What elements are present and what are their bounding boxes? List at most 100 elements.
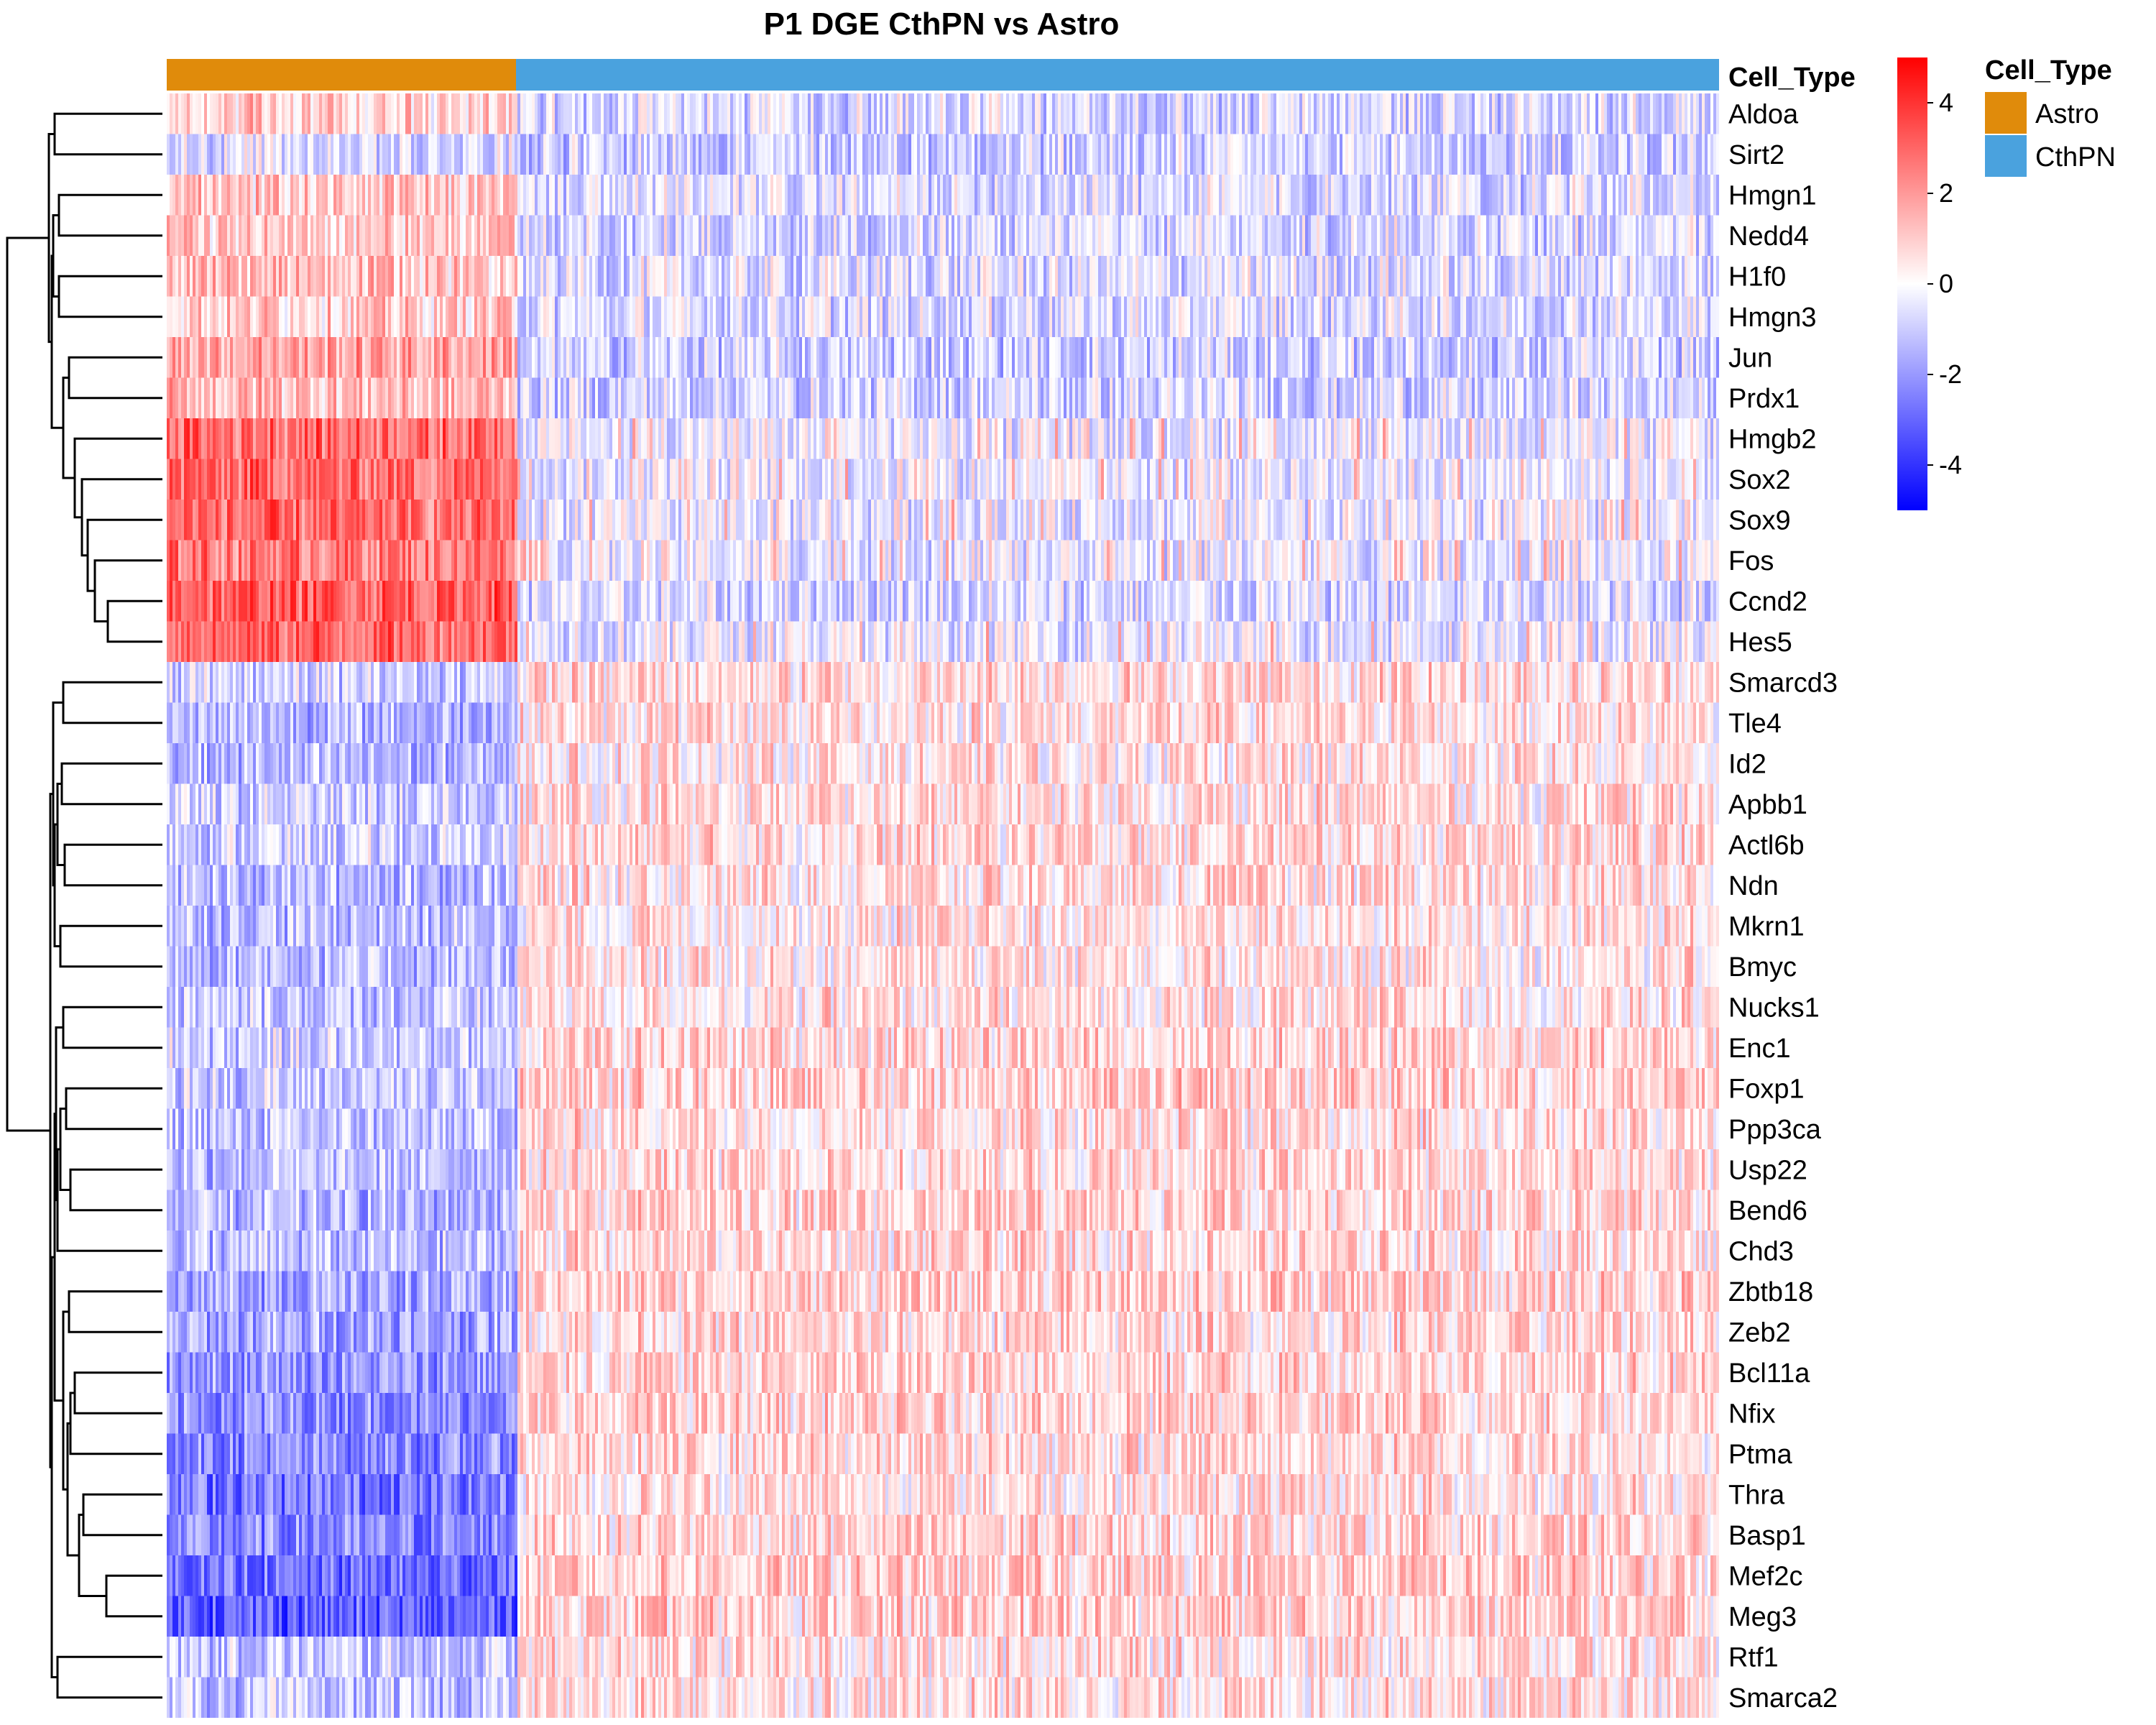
heatmap-cell <box>333 175 337 216</box>
heatmap-cell <box>1613 256 1616 298</box>
heatmap-cell <box>1248 377 1251 419</box>
heatmap-cell <box>362 418 366 460</box>
heatmap-cell <box>454 418 458 460</box>
heatmap-cell <box>750 377 754 419</box>
heatmap-cell <box>917 296 921 338</box>
heatmap-cell <box>949 296 952 338</box>
heatmap-cell <box>250 337 254 379</box>
heatmap-cell <box>750 215 754 257</box>
heatmap-cell <box>816 296 820 338</box>
heatmap-cell <box>448 377 452 419</box>
heatmap-cell <box>420 256 423 298</box>
heatmap-cell <box>1184 418 1188 460</box>
heatmap-cell <box>313 134 317 175</box>
heatmap-cell <box>1544 377 1547 419</box>
heatmap-cell <box>624 418 627 460</box>
heatmap-cell <box>1006 418 1010 460</box>
heatmap-cell <box>816 377 820 419</box>
heatmap-cell <box>1391 337 1395 379</box>
heatmap-cell <box>1670 215 1674 257</box>
heatmap-cell <box>1702 215 1705 257</box>
heatmap-cell <box>193 134 196 175</box>
heatmap-cell <box>506 377 510 419</box>
heatmap-cell <box>1400 418 1404 460</box>
heatmap-cell <box>279 459 282 500</box>
heatmap-cell <box>1141 418 1145 460</box>
heatmap-cell <box>221 418 225 460</box>
heatmap-cell <box>1518 175 1521 216</box>
heatmap-cell <box>543 215 547 257</box>
heatmap-cell <box>1167 296 1171 338</box>
heatmap-cell <box>1394 337 1398 379</box>
heatmap-cell <box>736 418 740 460</box>
heatmap-cell <box>1391 418 1395 460</box>
heatmap-cell <box>218 459 222 500</box>
heatmap-cell <box>724 175 728 216</box>
heatmap-cell <box>417 377 420 419</box>
heatmap-cell <box>1503 93 1507 135</box>
heatmap-cell <box>1460 256 1464 298</box>
heatmap-cell <box>589 134 593 175</box>
heatmap-cell <box>365 134 369 175</box>
heatmap-cell <box>857 418 860 460</box>
heatmap-cell <box>1296 377 1300 419</box>
heatmap-cell <box>650 418 653 460</box>
heatmap-cell <box>719 418 722 460</box>
heatmap-cell <box>385 296 389 338</box>
heatmap-cell <box>1365 215 1369 257</box>
heatmap-cell <box>831 377 834 419</box>
heatmap-cell <box>756 93 760 135</box>
heatmap-cell <box>1406 175 1409 216</box>
heatmap-cell <box>1167 418 1171 460</box>
heatmap-cell <box>716 93 719 135</box>
heatmap-cell <box>880 215 883 257</box>
heatmap-cell <box>1690 175 1694 216</box>
heatmap-cell <box>204 256 208 298</box>
heatmap-cell <box>423 459 426 500</box>
heatmap-cell <box>1262 377 1266 419</box>
heatmap-cell <box>469 134 472 175</box>
heatmap-cell <box>1567 215 1570 257</box>
heatmap-cell <box>193 418 196 460</box>
heatmap-cell <box>437 337 441 379</box>
heatmap-cell <box>1041 256 1044 298</box>
heatmap-cell <box>1653 337 1657 379</box>
heatmap-cell <box>1391 377 1395 419</box>
heatmap-cell <box>1003 337 1007 379</box>
heatmap-cell <box>917 377 921 419</box>
heatmap-cell <box>589 377 593 419</box>
heatmap-cell <box>1291 337 1294 379</box>
heatmap-cell <box>351 256 354 298</box>
heatmap-cell <box>1466 296 1470 338</box>
heatmap-cell <box>1078 93 1082 135</box>
heatmap-cell <box>1624 337 1628 379</box>
heatmap-cell <box>1342 93 1346 135</box>
heatmap-cell <box>1403 418 1406 460</box>
heatmap-cell <box>1288 418 1291 460</box>
heatmap-cell <box>1044 93 1047 135</box>
heatmap-cell <box>1026 175 1030 216</box>
heatmap-cell <box>897 337 900 379</box>
heatmap-cell <box>207 215 211 257</box>
heatmap-row-hmgb2 <box>167 418 1719 460</box>
heatmap-cell <box>566 215 570 257</box>
heatmap-cell <box>1179 175 1182 216</box>
heatmap-cell <box>207 175 211 216</box>
heatmap-cell <box>727 337 731 379</box>
heatmap-cell <box>609 418 613 460</box>
heatmap-cell <box>532 93 535 135</box>
heatmap-cell <box>328 459 331 500</box>
heatmap-cell <box>601 93 604 135</box>
heatmap-cell <box>233 93 236 135</box>
heatmap-cell <box>302 93 305 135</box>
heatmap-cell <box>650 175 653 216</box>
heatmap-cell <box>523 256 527 298</box>
heatmap-cell <box>937 296 941 338</box>
heatmap-cell <box>356 134 360 175</box>
heatmap-cell <box>880 93 883 135</box>
heatmap-cell <box>178 296 182 338</box>
heatmap-cell <box>520 337 524 379</box>
heatmap-cell <box>457 175 461 216</box>
heatmap-cell <box>1325 418 1329 460</box>
heatmap-cell <box>377 215 380 257</box>
